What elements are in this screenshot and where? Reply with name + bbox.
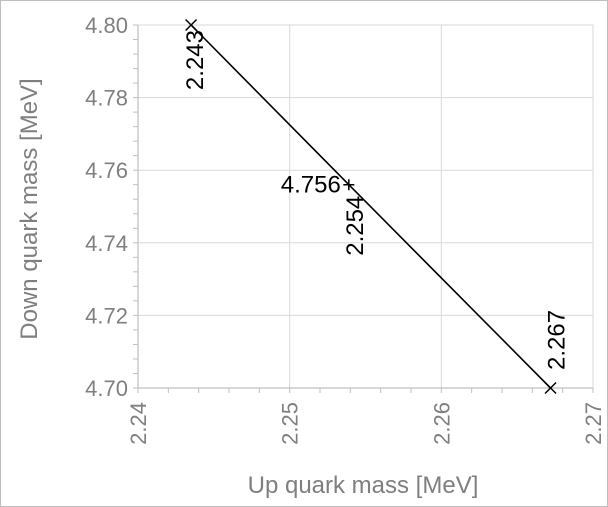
x-tick-label: 2.27 [581, 402, 606, 445]
series [185, 18, 557, 395]
y-tick-label: 4.74 [85, 231, 128, 256]
data-label: 4.756 [281, 172, 341, 199]
x-axis-title: Up quark mass [MeV] [248, 472, 479, 499]
series-line [190, 24, 552, 389]
data-label: 2.267 [544, 310, 571, 370]
y-tick-label: 4.78 [85, 86, 128, 111]
x-marker [185, 18, 198, 32]
data-label: 2.243 [182, 30, 209, 90]
plus-marker [343, 179, 355, 191]
x-tick-label: 2.24 [126, 402, 151, 445]
y-tick-label: 4.76 [85, 158, 128, 183]
x-tick-label: 2.25 [278, 402, 303, 445]
y-tick-label: 4.70 [85, 376, 128, 401]
y-axis-title: Down quark mass [MeV] [16, 78, 43, 339]
x-tick-label: 2.26 [429, 402, 454, 445]
data-label: 2.254 [342, 196, 369, 256]
x-marker [544, 381, 557, 395]
y-tick-label: 4.72 [85, 303, 128, 328]
axes: 2.24 2.25 2.26 2.27 4.70 4.72 4.74 4.76 4.78 4.80 [85, 13, 606, 445]
y-tick-label: 4.80 [85, 13, 128, 38]
